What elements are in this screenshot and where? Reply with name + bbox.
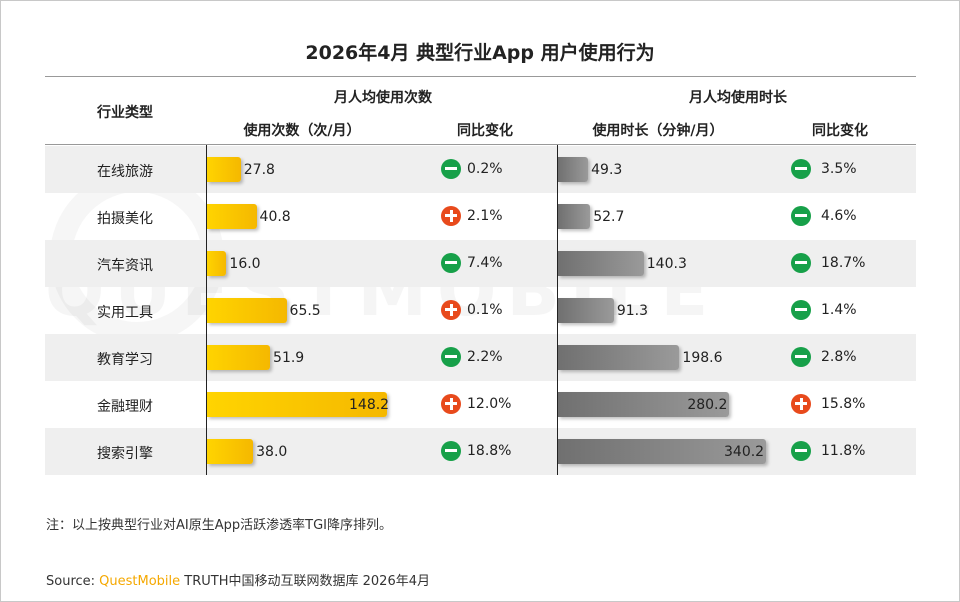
decrease-icon — [791, 346, 811, 367]
category-label: 教育学习 — [97, 351, 153, 368]
duration-change-label: 15.8% — [821, 395, 866, 412]
duration-change-label: 18.7% — [821, 254, 866, 271]
decrease-icon-bar — [795, 261, 807, 264]
header-uses-change: 同比变化 — [457, 123, 513, 139]
category-label: 在线旅游 — [97, 163, 153, 180]
increase-icon — [441, 205, 461, 226]
decrease-icon — [791, 252, 811, 273]
uses-value-label: 27.8 — [243, 161, 275, 178]
uses-change-label: 2.2% — [467, 348, 503, 365]
duration-value-label: 52.7 — [593, 208, 625, 225]
duration-change-label: 1.4% — [821, 301, 857, 318]
decrease-icon — [791, 440, 811, 461]
duration-change-label: 3.5% — [821, 160, 857, 177]
uses-change-label: 2.1% — [467, 207, 503, 224]
uses-change-label: 12.0% — [467, 395, 512, 412]
header-uses-group: 月人均使用次数 — [334, 90, 432, 106]
category-label: 拍摄美化 — [97, 210, 153, 227]
uses-change-label: 18.8% — [467, 442, 512, 459]
duration-bar — [558, 156, 589, 182]
duration-change-label: 11.8% — [821, 442, 866, 459]
duration-change-label: 4.6% — [821, 207, 857, 224]
increase-icon — [441, 393, 461, 414]
chart-title: 2026年4月 典型行业App 用户使用行为 — [305, 42, 655, 64]
duration-bar — [558, 438, 766, 464]
decrease-icon-bar — [795, 449, 807, 452]
increase-icon-stem — [449, 209, 453, 222]
uses-bar — [207, 297, 287, 323]
decrease-icon-bar — [445, 355, 457, 358]
uses-bar — [207, 250, 227, 276]
decrease-icon-bar — [795, 355, 807, 358]
increase-icon — [441, 299, 461, 320]
decrease-icon — [441, 158, 461, 179]
increase-icon — [791, 393, 811, 414]
duration-bar — [558, 297, 614, 323]
decrease-icon-bar — [445, 449, 457, 452]
category-label: 实用工具 — [97, 304, 153, 321]
source-brand: QuestMobile — [99, 574, 181, 589]
duration-axis-line — [557, 145, 558, 475]
footnote: 注：以上按典型行业对AI原生App活跃渗透率TGI降序排列。 — [46, 518, 392, 533]
decrease-icon-bar — [445, 167, 457, 170]
duration-value-label: 340.2 — [724, 443, 765, 460]
row-background — [45, 428, 916, 475]
duration-change-label: 2.8% — [821, 348, 857, 365]
row-background — [45, 146, 916, 193]
uses-value-label: 65.5 — [289, 302, 321, 319]
row-background — [45, 334, 916, 381]
header-duration-value: 使用时长（分钟/月） — [592, 123, 724, 139]
category-label: 金融理财 — [97, 398, 153, 415]
uses-value-label: 148.2 — [349, 396, 390, 413]
increase-icon-stem — [449, 397, 453, 410]
category-label: 汽车资讯 — [97, 257, 153, 274]
header-uses-value: 使用次数（次/月） — [243, 123, 361, 139]
uses-change-label: 7.4% — [467, 254, 503, 271]
decrease-icon-bar — [795, 167, 807, 170]
decrease-icon — [441, 346, 461, 367]
header-duration-group: 月人均使用时长 — [689, 90, 787, 106]
duration-value-label: 140.3 — [646, 255, 687, 272]
uses-axis-line — [206, 145, 207, 475]
uses-value-label: 16.0 — [229, 255, 261, 272]
source-rest: TRUTH中国移动互联网数据库 2026年4月 — [180, 574, 430, 589]
row-background — [45, 240, 916, 287]
category-label: 搜索引擎 — [97, 445, 153, 462]
header-bottom-rule — [45, 144, 916, 145]
duration-value-label: 198.6 — [682, 349, 723, 366]
duration-value-label: 49.3 — [591, 161, 623, 178]
decrease-icon-bar — [445, 261, 457, 264]
uses-value-label: 38.0 — [256, 443, 288, 460]
decrease-icon — [791, 299, 811, 320]
uses-value-label: 40.8 — [259, 208, 291, 225]
uses-bar — [207, 344, 271, 370]
header-top-rule — [45, 76, 916, 77]
decrease-icon — [441, 252, 461, 273]
uses-bar — [207, 203, 257, 229]
header-duration-change: 同比变化 — [812, 123, 868, 139]
uses-value-label: 51.9 — [273, 349, 305, 366]
decrease-icon — [441, 440, 461, 461]
increase-icon-stem — [449, 303, 453, 316]
increase-icon-stem — [799, 397, 803, 410]
decrease-icon — [791, 158, 811, 179]
header-category: 行业类型 — [97, 105, 153, 121]
uses-bar — [207, 156, 241, 182]
duration-value-label: 91.3 — [616, 302, 648, 319]
duration-bar — [558, 250, 644, 276]
uses-change-label: 0.2% — [467, 160, 503, 177]
source-prefix: Source: — [46, 574, 100, 589]
duration-bar — [558, 391, 730, 417]
decrease-icon — [791, 205, 811, 226]
decrease-icon-bar — [795, 214, 807, 217]
uses-bar — [207, 391, 387, 417]
duration-bar — [558, 344, 680, 370]
uses-change-label: 0.1% — [467, 301, 503, 318]
source-line: Source: QuestMobile TRUTH中国移动互联网数据库 2026… — [46, 570, 430, 589]
uses-bar — [207, 438, 254, 464]
duration-value-label: 280.2 — [687, 396, 728, 413]
duration-bar — [558, 203, 591, 229]
decrease-icon-bar — [795, 308, 807, 311]
